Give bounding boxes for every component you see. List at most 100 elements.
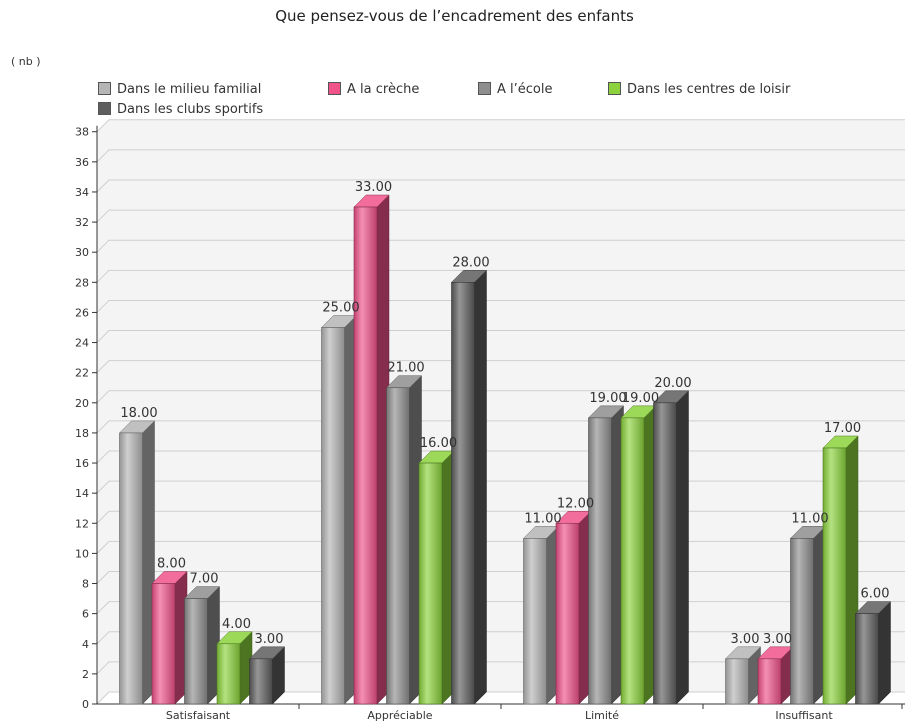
value-label: 11.00 <box>791 511 828 526</box>
y-tick-label: 16 <box>75 457 89 470</box>
y-tick-label: 8 <box>82 578 89 591</box>
value-label: 11.00 <box>524 511 561 526</box>
value-label: 19.00 <box>622 391 659 406</box>
legend-swatch <box>98 82 111 95</box>
value-label: 20.00 <box>654 376 691 391</box>
x-tick-label: Limité <box>585 709 619 722</box>
bar-front <box>757 658 782 705</box>
bar-1-0 <box>151 570 188 705</box>
gridline <box>96 330 905 343</box>
legend-label: Dans le milieu familial <box>117 82 262 97</box>
value-label: 21.00 <box>387 361 424 376</box>
legend-item-milieu-familial[interactable]: Dans le milieu familial <box>98 82 261 100</box>
gridline <box>96 179 905 193</box>
bar-3-1 <box>418 450 455 705</box>
legend-item-creche[interactable]: A la crèche <box>328 82 419 100</box>
bar-2-3 <box>789 525 827 705</box>
gridline <box>96 269 905 283</box>
y-tick-label: 28 <box>75 276 89 289</box>
bar-3-2 <box>620 405 657 705</box>
y-tick-label: 6 <box>82 608 89 621</box>
bar-front <box>151 583 176 705</box>
y-tick-label: 10 <box>75 547 89 560</box>
gridline <box>96 239 905 253</box>
value-label: 3.00 <box>255 632 284 647</box>
y-tick-label: 38 <box>75 126 89 139</box>
y-tick-label: 22 <box>75 367 89 380</box>
bar-front <box>119 432 143 705</box>
value-label: 25.00 <box>322 301 359 316</box>
gridline <box>96 209 905 223</box>
bar-side <box>878 601 891 705</box>
legend-swatch <box>478 82 491 95</box>
legend-label: Dans les clubs sportifs <box>117 102 264 117</box>
x-tick-label: Insuffisant <box>775 709 833 722</box>
value-label: 17.00 <box>824 421 861 436</box>
value-label: 19.00 <box>589 391 626 406</box>
y-tick-label: 0 <box>82 698 89 711</box>
bar-front <box>790 538 814 705</box>
value-label: 16.00 <box>420 436 457 451</box>
value-label: 33.00 <box>355 180 392 195</box>
bar-front <box>653 402 677 705</box>
gridline <box>96 149 905 163</box>
legend-label: A l’école <box>497 82 553 97</box>
bar-3-3 <box>822 435 859 705</box>
value-label: 12.00 <box>557 496 594 511</box>
bar-front <box>249 658 273 705</box>
bar-front <box>321 327 345 705</box>
bar-0-1 <box>320 314 358 705</box>
legend-label: Dans les centres de loisir <box>627 82 791 97</box>
bar-0-3 <box>724 646 762 705</box>
y-axis-unit-label: ( nb ) <box>11 55 41 68</box>
bar-front <box>555 522 580 705</box>
bar-1-1 <box>353 194 390 705</box>
value-labels: 18.00 8.00 7.00 4.00 3.00 25.00 33.00 21.00 16.0… <box>120 180 889 647</box>
y-tick-label: 34 <box>75 186 89 199</box>
bar-3-0 <box>216 631 253 705</box>
bar-4-2 <box>652 390 690 705</box>
y-tick-label: 18 <box>75 427 89 440</box>
y-tick-label: 26 <box>75 306 89 319</box>
bar-4-0 <box>248 646 286 705</box>
bar-side <box>474 269 487 705</box>
gridline <box>96 119 905 133</box>
bar-1-3 <box>757 646 794 705</box>
legend-item-centres-loisir[interactable]: Dans les centres de loisir <box>608 82 790 100</box>
bar-front <box>855 613 879 705</box>
x-tick-label: Satisfaisant <box>166 709 231 722</box>
legend-label: A la crèche <box>347 82 420 97</box>
y-tick-label: 24 <box>75 337 89 350</box>
bar-1-2 <box>555 510 592 705</box>
y-tick-label: 4 <box>82 638 89 651</box>
value-label: 3.00 <box>731 632 760 647</box>
legend-swatch <box>328 82 341 95</box>
legend-item-clubs-sportifs[interactable]: Dans les clubs sportifs <box>98 102 263 120</box>
value-label: 8.00 <box>157 557 186 572</box>
y-tick-label: 20 <box>75 397 89 410</box>
bar-front <box>353 206 378 705</box>
value-label: 4.00 <box>222 617 251 632</box>
value-label: 7.00 <box>190 572 219 587</box>
gridline <box>96 360 905 374</box>
y-tick-label: 2 <box>82 668 89 681</box>
value-label: 3.00 <box>763 632 792 647</box>
bar-4-1 <box>450 269 488 705</box>
bar-front <box>184 598 208 705</box>
chart-title: Que pensez-vous de l’encadrement des enf… <box>275 7 634 25</box>
plot-background <box>97 119 905 705</box>
value-label: 6.00 <box>861 587 890 602</box>
bar-0-0 <box>118 420 156 705</box>
bar-front <box>725 658 749 705</box>
bar-front <box>620 417 645 705</box>
legend-item-ecole[interactable]: A l’école <box>478 82 552 100</box>
x-tick-label: Appréciable <box>367 709 432 722</box>
value-label: 18.00 <box>120 406 157 421</box>
bar-front <box>451 282 475 705</box>
bar-front <box>418 462 443 705</box>
bar-2-0 <box>183 585 221 705</box>
bar-4-3 <box>854 601 892 705</box>
bar-front <box>822 447 847 705</box>
y-tick-label: 32 <box>75 216 89 229</box>
